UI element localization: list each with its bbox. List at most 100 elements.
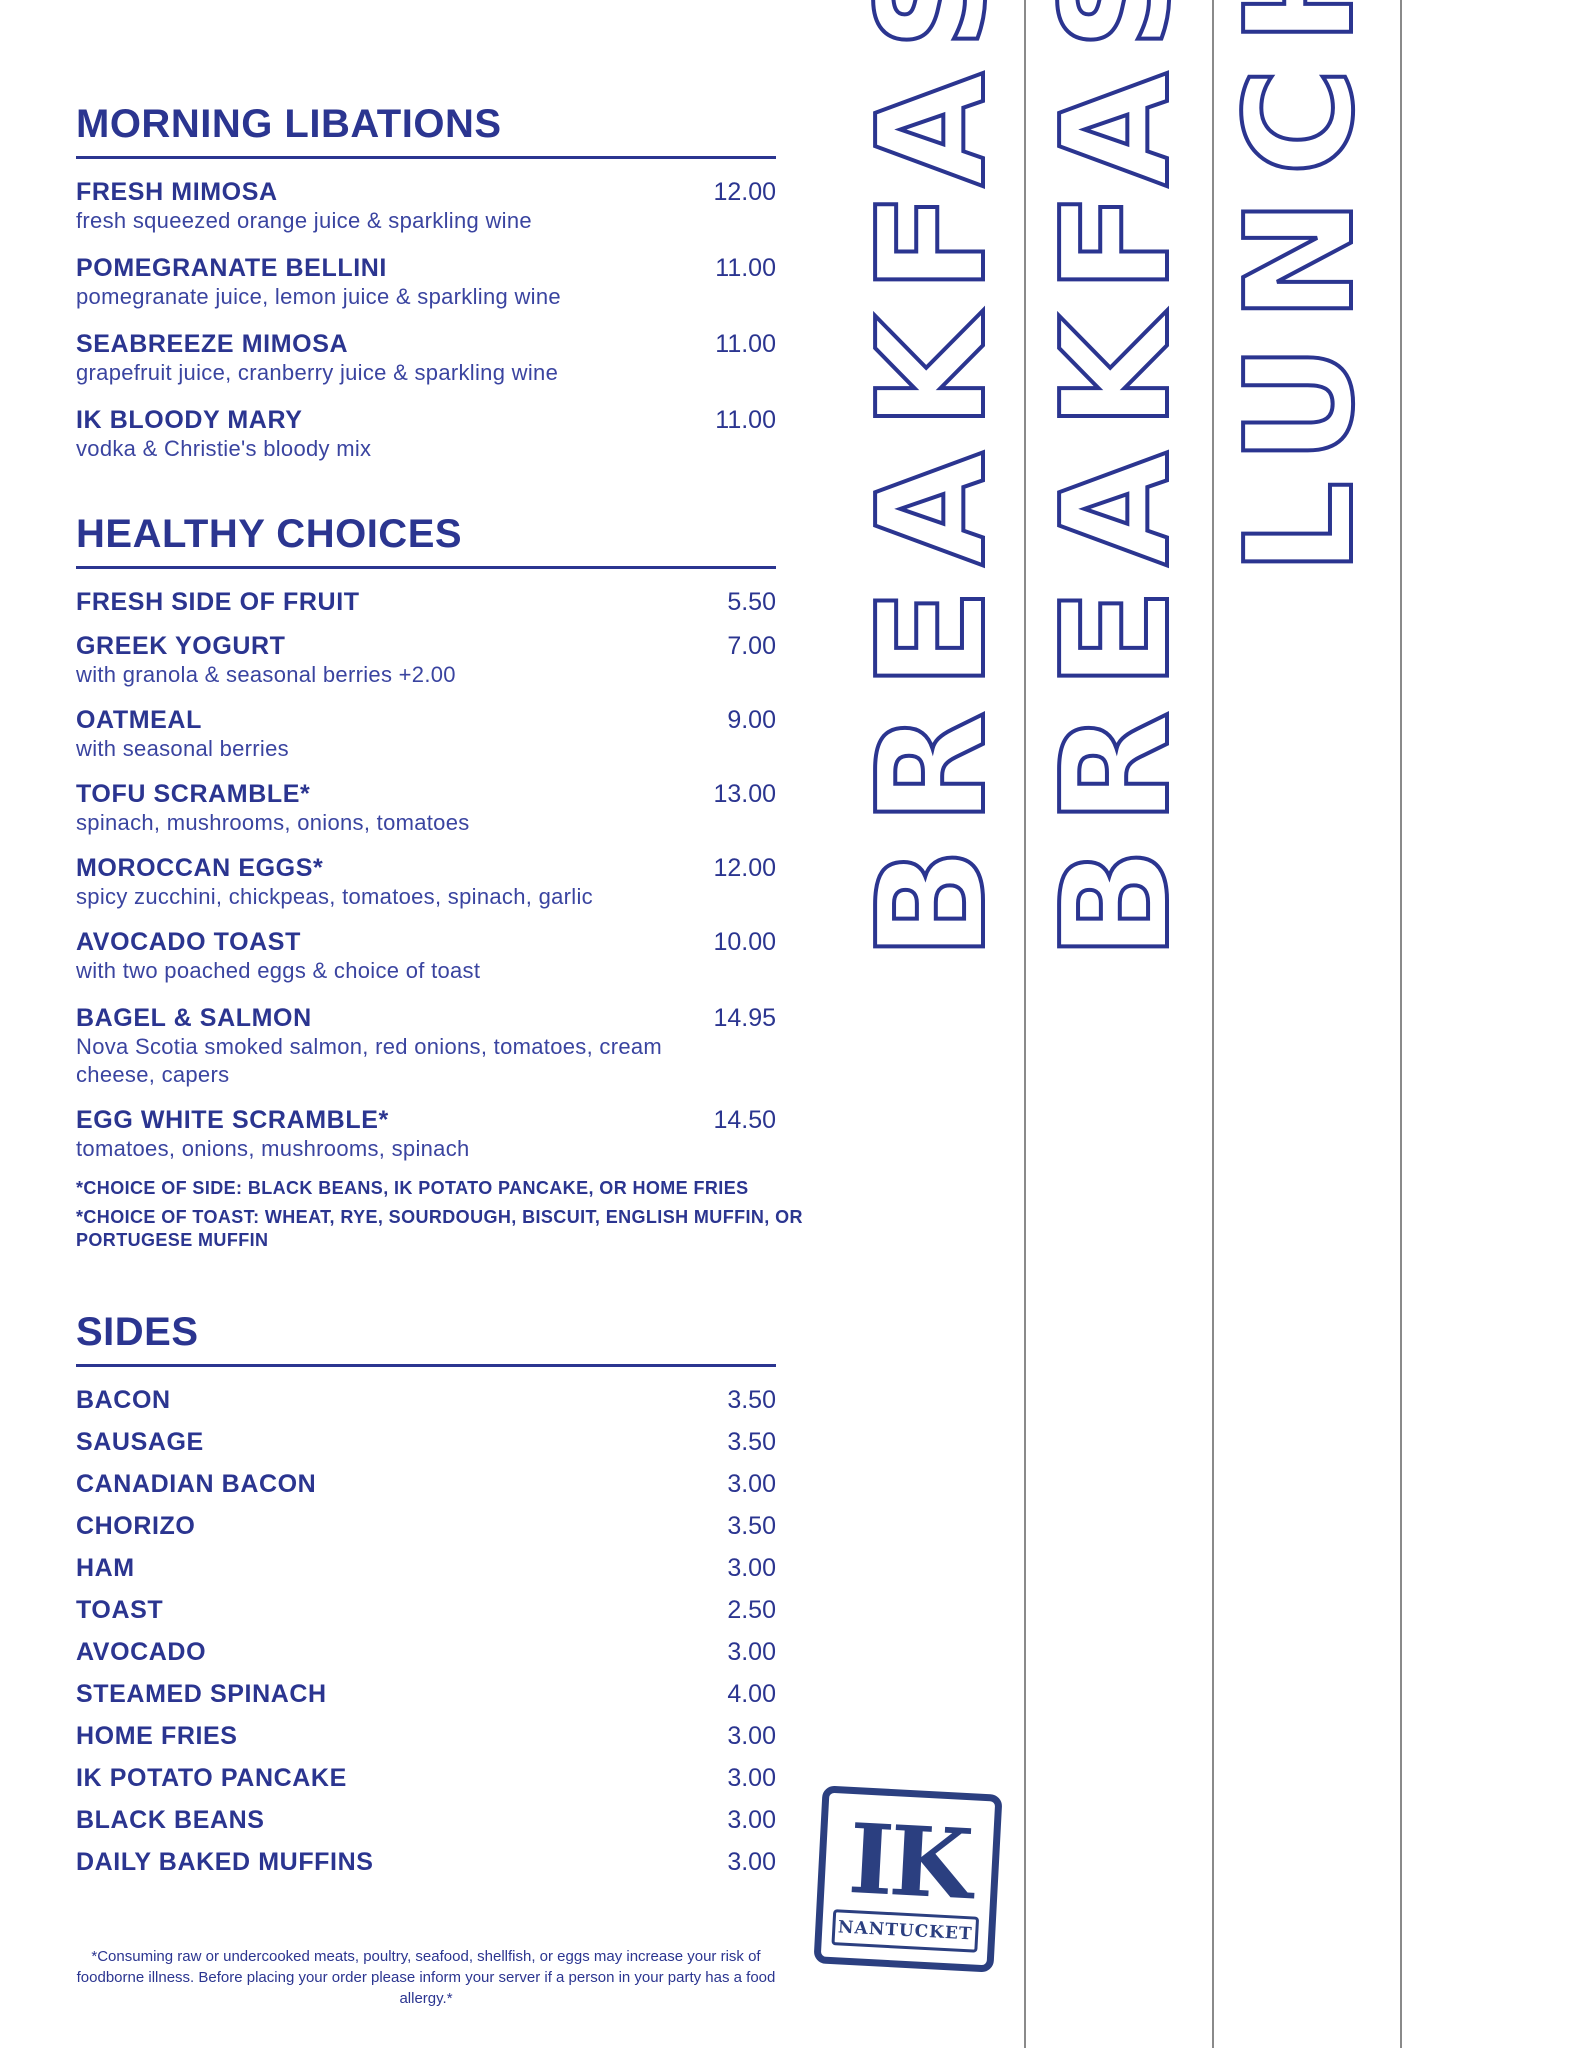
item-price: 11.00 — [715, 330, 776, 358]
menu-item: BAGEL & SALMON 14.95 Nova Scotia smoked … — [76, 1003, 776, 1089]
item-name: AVOCADO TOAST — [76, 928, 301, 956]
item-description: with two poached eggs & choice of toast — [76, 958, 481, 983]
item-price: 9.00 — [727, 706, 776, 734]
item-price: 3.50 — [727, 1428, 776, 1456]
item-description: with seasonal berries — [76, 736, 289, 761]
tab-divider-3 — [1400, 0, 1402, 2048]
item-name: FRESH MIMOSA — [76, 178, 278, 206]
item-name: MOROCCAN EGGS* — [76, 854, 324, 882]
item-name: SEABREEZE MIMOSA — [76, 330, 349, 358]
item-description: spinach, mushrooms, onions, tomatoes — [76, 810, 470, 835]
item-description: spicy zucchini, chickpeas, tomatoes, spi… — [76, 884, 593, 909]
item-price: 12.00 — [713, 178, 776, 206]
menu-item: FRESH SIDE OF FRUIT 5.50 — [76, 587, 776, 617]
item-name: CANADIAN BACON — [76, 1470, 317, 1498]
item-name: AVOCADO — [76, 1638, 207, 1666]
item-description: fresh squeezed orange juice & sparkling … — [76, 208, 532, 233]
item-price: 3.00 — [727, 1722, 776, 1750]
menu-item: TOFU SCRAMBLE* 13.00 spinach, mushrooms,… — [76, 779, 776, 837]
item-price: 3.00 — [727, 1554, 776, 1582]
item-name: EGG WHITE SCRAMBLE* — [76, 1106, 389, 1134]
item-price: 11.00 — [715, 254, 776, 282]
section-rule — [76, 1364, 776, 1367]
menu-item: GREEK YOGURT 7.00 with granola & seasona… — [76, 631, 776, 689]
item-price: 12.00 — [713, 854, 776, 882]
menu-item: POMEGRANATE BELLINI 11.00 pomegranate ju… — [76, 253, 776, 311]
side-choice-note: *CHOICE OF SIDE: BLACK BEANS, IK POTATO … — [76, 1178, 749, 1198]
item-name: TOAST — [76, 1596, 164, 1624]
menu-item: IK BLOODY MARY 11.00 vodka & Christie's … — [76, 405, 776, 463]
item-price: 7.00 — [727, 632, 776, 660]
side-item: BLACK BEANS 3.00 — [76, 1799, 776, 1841]
menu-item: MOROCCAN EGGS* 12.00 spicy zucchini, chi… — [76, 853, 776, 911]
item-price: 4.00 — [727, 1680, 776, 1708]
item-price: 13.00 — [713, 780, 776, 808]
item-name: DAILY BAKED MUFFINS — [76, 1848, 374, 1876]
item-price: 11.00 — [715, 406, 776, 434]
side-item: CHORIZO 3.50 — [76, 1505, 776, 1547]
tab-divider-2 — [1212, 0, 1214, 2048]
allergy-disclaimer: *Consuming raw or undercooked meats, pou… — [76, 1948, 776, 2007]
item-name: FRESH SIDE OF FRUIT — [76, 588, 360, 616]
menu-item: SEABREEZE MIMOSA 11.00 grapefruit juice,… — [76, 329, 776, 387]
item-price: 14.95 — [713, 1004, 776, 1032]
item-description: pomegranate juice, lemon juice & sparkli… — [76, 284, 561, 309]
section-rule — [76, 566, 776, 569]
sides-section: SIDES BACON 3.50 SAUSAGE 3.50 CANADIAN BAC… — [76, 1308, 776, 1883]
tab-divider-1 — [1024, 0, 1026, 2048]
section-title: MORNING LIBATIONS — [76, 102, 502, 146]
item-name: SAUSAGE — [76, 1428, 204, 1456]
side-item: DAILY BAKED MUFFINS 3.00 — [76, 1841, 776, 1883]
tab-lunch[interactable]: LUNCH — [1212, 0, 1388, 577]
item-price: 10.00 — [713, 928, 776, 956]
item-price: 14.50 — [713, 1106, 776, 1134]
item-name: IK BLOODY MARY — [76, 406, 303, 434]
morning-libations-section: MORNING LIBATIONS FRESH MIMOSA 12.00 fre… — [76, 100, 776, 481]
choice-notes: *CHOICE OF SIDE: BLACK BEANS, IK POTATO … — [76, 1177, 806, 1252]
item-name: STEAMED SPINACH — [76, 1680, 327, 1708]
healthy-choices-section: HEALTHY CHOICES FRESH SIDE OF FRUIT 5.50… — [76, 510, 802, 1258]
menu-item: OATMEAL 9.00 with seasonal berries — [76, 705, 776, 763]
side-item: CANADIAN BACON 3.00 — [76, 1463, 776, 1505]
item-price: 2.50 — [727, 1596, 776, 1624]
item-price: 5.50 — [727, 588, 776, 616]
item-name: IK POTATO PANCAKE — [76, 1764, 347, 1792]
item-name: HAM — [76, 1554, 135, 1582]
side-item: TOAST 2.50 — [76, 1589, 776, 1631]
item-name: TOFU SCRAMBLE* — [76, 780, 311, 808]
item-name: OATMEAL — [76, 706, 202, 734]
side-item: HAM 3.00 — [76, 1547, 776, 1589]
section-title: HEALTHY CHOICES — [76, 512, 463, 556]
side-item: STEAMED SPINACH 4.00 — [76, 1673, 776, 1715]
item-price: 3.50 — [727, 1386, 776, 1414]
item-description: vodka & Christie's bloody mix — [76, 436, 372, 461]
side-item: BACON 3.50 — [76, 1379, 776, 1421]
item-name: BAGEL & SALMON — [76, 1004, 312, 1032]
side-item: AVOCADO 3.00 — [76, 1631, 776, 1673]
menu-item: AVOCADO TOAST 10.00 with two poached egg… — [76, 927, 776, 985]
logo-band: NANTUCKET — [831, 1909, 980, 1953]
logo-letters: IK — [845, 1801, 972, 1922]
side-item: SAUSAGE 3.50 — [76, 1421, 776, 1463]
item-description: Nova Scotia smoked salmon, red onions, t… — [76, 1034, 663, 1087]
item-description: tomatoes, onions, mushrooms, spinach — [76, 1136, 470, 1161]
item-price: 3.00 — [727, 1764, 776, 1792]
item-price: 3.00 — [727, 1848, 776, 1876]
item-price: 3.00 — [727, 1806, 776, 1834]
tab-breakfast-1[interactable]: BREAKFAST — [844, 0, 1020, 962]
tab-breakfast-2[interactable]: BREAKFAST — [1028, 0, 1204, 962]
item-name: BACON — [76, 1386, 171, 1414]
item-price: 3.50 — [727, 1512, 776, 1540]
ik-nantucket-logo: IK NANTUCKET — [813, 1785, 1003, 1973]
item-price: 3.00 — [727, 1470, 776, 1498]
side-item: HOME FRIES 3.00 — [76, 1715, 776, 1757]
item-description: with granola & seasonal berries +2.00 — [76, 662, 456, 687]
item-name: POMEGRANATE BELLINI — [76, 254, 387, 282]
toast-choice-note: *CHOICE OF TOAST: WHEAT, RYE, SOURDOUGH,… — [76, 1207, 803, 1250]
section-title: SIDES — [76, 1310, 199, 1354]
item-price: 3.00 — [727, 1638, 776, 1666]
item-name: HOME FRIES — [76, 1722, 238, 1750]
item-name: BLACK BEANS — [76, 1806, 265, 1834]
item-name: CHORIZO — [76, 1512, 196, 1540]
side-item: IK POTATO PANCAKE 3.00 — [76, 1757, 776, 1799]
